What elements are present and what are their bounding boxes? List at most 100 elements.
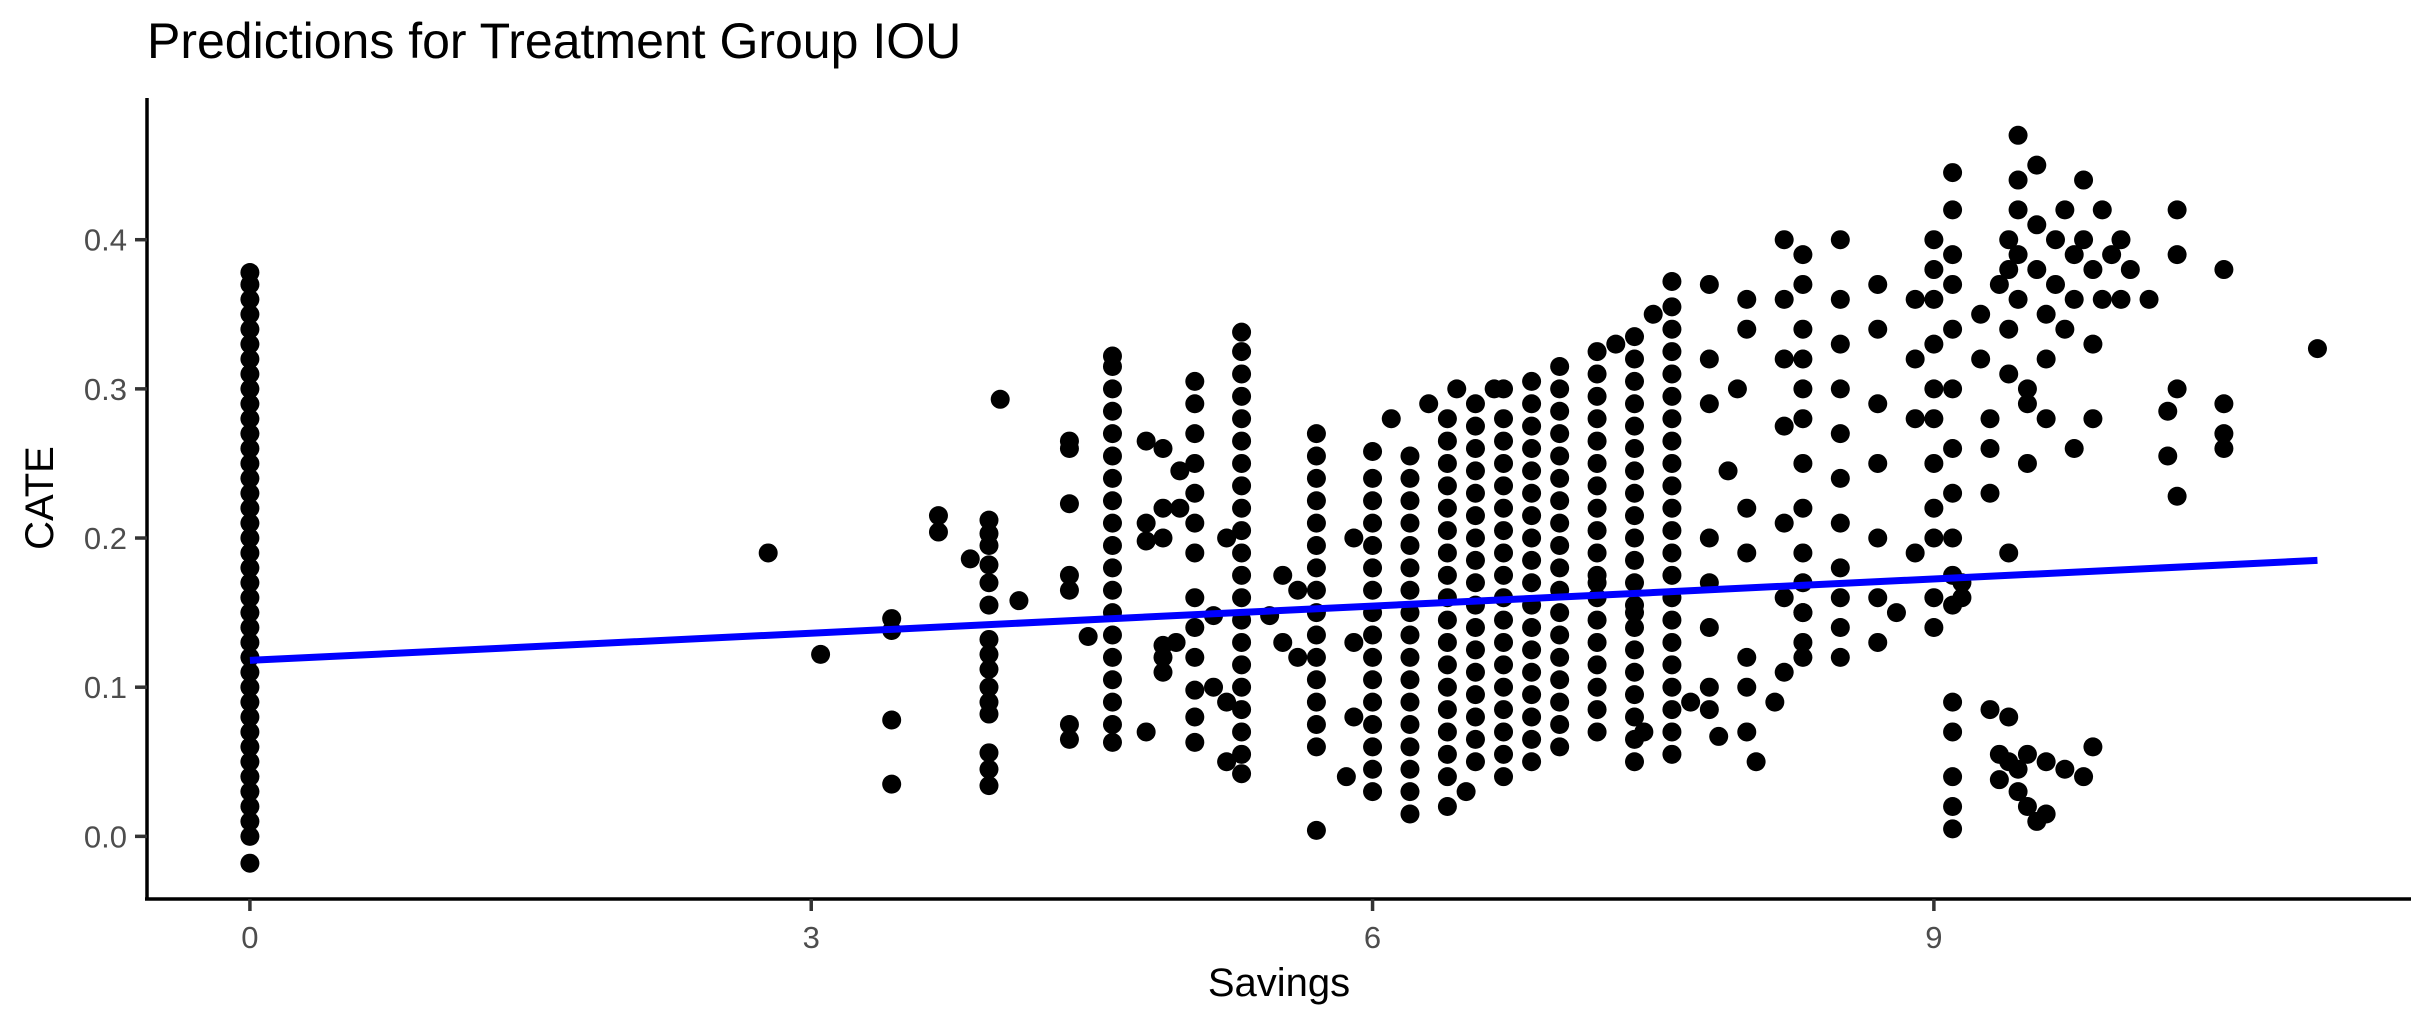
data-point [1102, 670, 1122, 690]
data-point [1980, 700, 2000, 720]
data-point [1153, 528, 1173, 548]
data-point [1232, 453, 1252, 473]
data-point [1494, 722, 1514, 742]
data-point [1943, 200, 1963, 220]
data-point [1793, 632, 1813, 652]
data-point [1400, 513, 1420, 533]
data-point [979, 776, 999, 796]
data-point [1943, 722, 1963, 742]
data-point [2055, 319, 2075, 339]
data-point [1924, 528, 1944, 548]
data-point [1793, 498, 1813, 518]
data-point [1522, 483, 1542, 503]
data-point [2027, 155, 2047, 175]
data-point [1102, 647, 1122, 667]
data-point [240, 263, 260, 283]
data-point [1153, 439, 1173, 459]
data-point [1625, 528, 1645, 548]
data-point [1830, 334, 1850, 354]
data-point [1437, 409, 1457, 429]
data-point [979, 659, 999, 679]
data-point [979, 510, 999, 530]
data-point [1830, 289, 1850, 309]
data-point [1059, 494, 1079, 514]
data-point [1662, 476, 1682, 496]
data-point [2055, 759, 2075, 779]
data-point [1136, 513, 1156, 533]
data-point [1774, 230, 1794, 250]
data-point [1494, 521, 1514, 541]
data-point [1625, 640, 1645, 660]
data-point [2017, 379, 2037, 399]
data-point [1587, 610, 1607, 630]
data-point [1465, 685, 1485, 705]
data-point [1102, 580, 1122, 600]
data-point [1793, 245, 1813, 265]
data-point [1400, 580, 1420, 600]
data-point [1232, 632, 1252, 652]
data-point [2008, 245, 2028, 265]
data-point [1232, 588, 1252, 608]
data-point [1484, 379, 1504, 399]
data-point [1185, 647, 1205, 667]
data-point [979, 555, 999, 575]
data-point [1905, 409, 1925, 429]
data-point [1905, 349, 1925, 369]
data-point [1943, 767, 1963, 787]
data-point [1456, 782, 1476, 802]
data-point [1550, 379, 1570, 399]
data-point [1185, 588, 1205, 608]
data-point [1999, 707, 2019, 727]
data-point [1465, 506, 1485, 526]
data-point [240, 468, 260, 488]
data-point [1662, 319, 1682, 339]
data-point [2036, 349, 2056, 369]
data-point [1587, 386, 1607, 406]
data-point [1170, 461, 1190, 481]
y-tick-label: 0.0 [84, 819, 127, 854]
data-point [1625, 416, 1645, 436]
x-axis-title: Savings [1208, 961, 1350, 1005]
data-point [979, 573, 999, 593]
data-point [1185, 618, 1205, 638]
data-point [1494, 453, 1514, 473]
data-points [240, 125, 2327, 873]
data-point [1699, 349, 1719, 369]
data-point [1204, 677, 1224, 697]
data-point [1830, 588, 1850, 608]
data-point [1830, 513, 1850, 533]
data-point [1400, 647, 1420, 667]
data-point [1344, 528, 1364, 548]
data-point [2045, 230, 2065, 250]
data-point [1102, 346, 1122, 366]
data-point [1643, 304, 1663, 324]
data-point [1522, 618, 1542, 638]
data-point [1306, 446, 1326, 466]
data-point [1419, 394, 1439, 414]
data-point [1587, 498, 1607, 518]
data-point [1522, 394, 1542, 414]
data-point [2064, 439, 2084, 459]
data-point [1078, 626, 1098, 646]
data-point [1465, 729, 1485, 749]
data-point [1746, 752, 1766, 772]
data-point [979, 759, 999, 779]
data-point [1793, 603, 1813, 623]
data-point [1400, 625, 1420, 645]
data-point [1437, 543, 1457, 563]
data-point [1924, 289, 1944, 309]
data-point [1625, 506, 1645, 526]
data-point [2017, 797, 2037, 817]
data-point [1136, 531, 1156, 551]
axes [145, 98, 2411, 901]
data-point [1681, 692, 1701, 712]
data-point [2036, 409, 2056, 429]
chart-title: Predictions for Treatment Group IOU [147, 13, 961, 69]
data-point [1232, 364, 1252, 384]
data-point [1232, 722, 1252, 742]
data-point [1868, 319, 1888, 339]
data-point [1662, 297, 1682, 317]
data-point [1059, 580, 1079, 600]
data-point [1465, 483, 1485, 503]
data-point [1662, 453, 1682, 473]
